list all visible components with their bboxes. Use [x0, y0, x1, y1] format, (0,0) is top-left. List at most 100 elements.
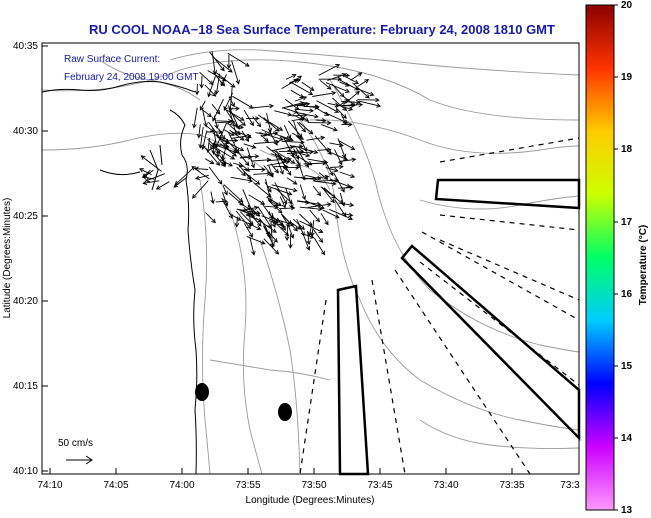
current-vector-head [305, 152, 311, 158]
current-vector-head [203, 122, 208, 128]
bathymetry-contours [41, 49, 580, 475]
current-vector-head [291, 73, 297, 79]
current-vector [266, 146, 287, 162]
current-vector-head [281, 203, 287, 209]
current-vector [223, 106, 238, 127]
current-vector-head [300, 231, 305, 237]
current-vector-head [250, 163, 256, 169]
current-vector-head [287, 191, 293, 196]
current-vector-head [145, 177, 150, 182]
current-vector-head [215, 152, 220, 158]
current-vector-head [284, 236, 290, 242]
current-vector-head [339, 92, 345, 98]
current-vector-head [316, 175, 322, 181]
current-vector-head [308, 129, 314, 135]
current-vector [316, 179, 339, 182]
current-vector [199, 71, 214, 85]
current-vector [322, 209, 340, 219]
current-vector-head [358, 102, 364, 108]
current-vector [240, 155, 259, 158]
x-tick-label: 74:00 [169, 480, 194, 491]
current-vector [321, 186, 335, 203]
current-vector [299, 137, 308, 152]
current-vector [273, 149, 296, 164]
current-vector-head [139, 168, 144, 173]
current-vector [301, 81, 314, 91]
current-vector-head [220, 66, 225, 72]
current-vector-head [245, 167, 250, 172]
current-vector-head [273, 238, 278, 243]
current-vector-head [287, 156, 292, 162]
current-vector [318, 64, 340, 76]
current-vector-head [297, 75, 303, 80]
current-vector-head [142, 175, 147, 180]
current-vector-head [230, 155, 236, 160]
current-vector [281, 213, 292, 225]
current-vector [297, 159, 305, 180]
current-vector-head [355, 99, 361, 105]
current-vector [317, 149, 331, 151]
current-vector [274, 153, 284, 175]
current-vector-head [274, 249, 280, 255]
current-vector-head [369, 91, 375, 97]
current-vector [350, 72, 362, 81]
current-vector [207, 70, 227, 82]
current-vector-head [342, 114, 347, 119]
current-vector-head [278, 154, 283, 160]
current-vector-head [318, 238, 324, 243]
current-vector-head [214, 90, 220, 95]
current-vector [285, 99, 299, 110]
current-vector-head [331, 181, 337, 186]
current-vector-head [207, 112, 212, 118]
current-vector-head [236, 130, 241, 136]
current-vector [145, 173, 165, 182]
current-vector-head [260, 240, 266, 245]
current-vector [228, 110, 246, 126]
current-vector-head [194, 90, 200, 96]
current-vector [283, 124, 291, 139]
current-vector [282, 107, 298, 114]
current-vector [307, 203, 331, 208]
current-vector [327, 102, 339, 106]
current-vector-head [337, 76, 343, 82]
current-vector [293, 120, 300, 139]
current-vector [231, 60, 240, 84]
current-vector-head [284, 231, 290, 237]
current-vector-head [192, 123, 197, 129]
current-vector-head [221, 160, 226, 166]
current-vector-head [256, 122, 262, 128]
current-vector-head [267, 233, 272, 239]
current-vector [238, 162, 250, 172]
current-vector-head [246, 133, 252, 139]
current-vector [276, 217, 286, 231]
current-vector [319, 79, 332, 90]
current-vector [339, 81, 350, 87]
current-vector-head [315, 217, 321, 223]
current-vector-head [241, 121, 246, 127]
current-vector [291, 118, 306, 122]
current-vector [228, 213, 242, 221]
current-vector-head [304, 117, 310, 122]
current-vector-head [257, 217, 263, 223]
current-vector [357, 79, 369, 87]
colorbar-tick-label: 20 [621, 0, 633, 11]
current-vector [291, 114, 307, 117]
current-vector [265, 205, 279, 208]
current-vector-head [254, 154, 260, 159]
current-vector [263, 165, 274, 177]
scale-arrow [66, 455, 93, 465]
current-vector-head [209, 160, 215, 165]
current-vector [229, 86, 233, 112]
current-vector [329, 208, 353, 220]
current-vector [195, 174, 209, 180]
current-vector-head [354, 86, 360, 91]
current-vector-head [230, 102, 235, 108]
current-vector [228, 96, 235, 107]
current-vector-head [318, 228, 324, 233]
current-vectors [139, 51, 382, 256]
current-vector-head [341, 153, 347, 159]
current-vector-head [313, 149, 319, 155]
colorbar-tick-label: 17 [621, 217, 633, 228]
current-vector-head [279, 170, 284, 175]
current-vector [195, 168, 209, 170]
